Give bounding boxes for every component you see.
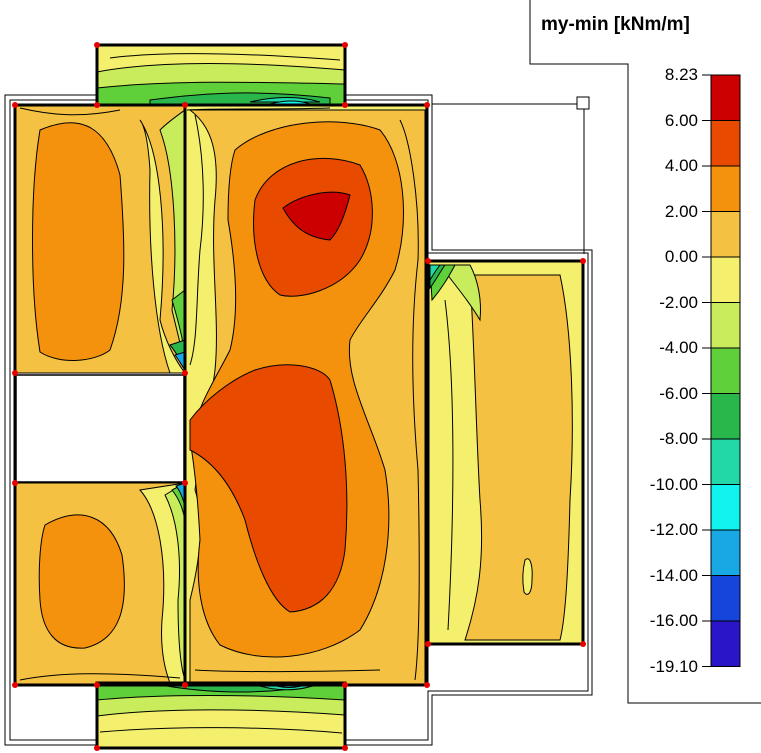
legend-band [710,74,741,121]
legend-band [710,484,741,531]
legend-band [710,575,741,622]
legend-band [710,120,741,167]
legend-band [710,393,741,440]
legend-color-bar [702,74,741,667]
left-lower-panel-contours [14,482,186,686]
legend-tick-label: -6.00 [659,383,698,403]
slab-opening [15,374,185,483]
legend-tick-label: -2.00 [659,292,698,312]
legend-band [710,302,741,349]
legend-tick-label: -19.10 [649,656,698,676]
left-upper-panel-contours [14,104,187,374]
legend-tick-label: -12.00 [649,520,698,539]
legend-tick-label: -4.00 [659,338,698,357]
right-panel-contours [427,260,584,645]
legend-band [710,529,741,576]
legend-tick-label: 4.00 [664,156,698,175]
top-strip-contours [96,44,346,106]
legend-tick-label: -16.00 [649,611,698,630]
legend-tick-label: -8.00 [659,429,698,448]
legend-band [710,620,741,667]
legend-tick-label: -10.00 [649,474,698,494]
center-panel-contours [184,104,428,686]
legend-band [710,256,741,303]
legend-band [710,438,741,485]
legend-frame [529,0,761,704]
legend-tick-label: 0.00 [664,247,698,266]
legend-title: my-min [kNm/m] [541,14,690,35]
legend-band [710,347,741,394]
legend-band [710,165,741,212]
legend-tick-label: 8.23 [664,65,698,84]
legend-tick-label: 6.00 [664,110,698,130]
bottom-strip-contours [96,682,346,749]
legend-tick-label: 2.00 [664,201,698,221]
legend-band [710,211,741,258]
node-markers [12,42,586,751]
legend-tick-label: -14.00 [649,565,698,585]
